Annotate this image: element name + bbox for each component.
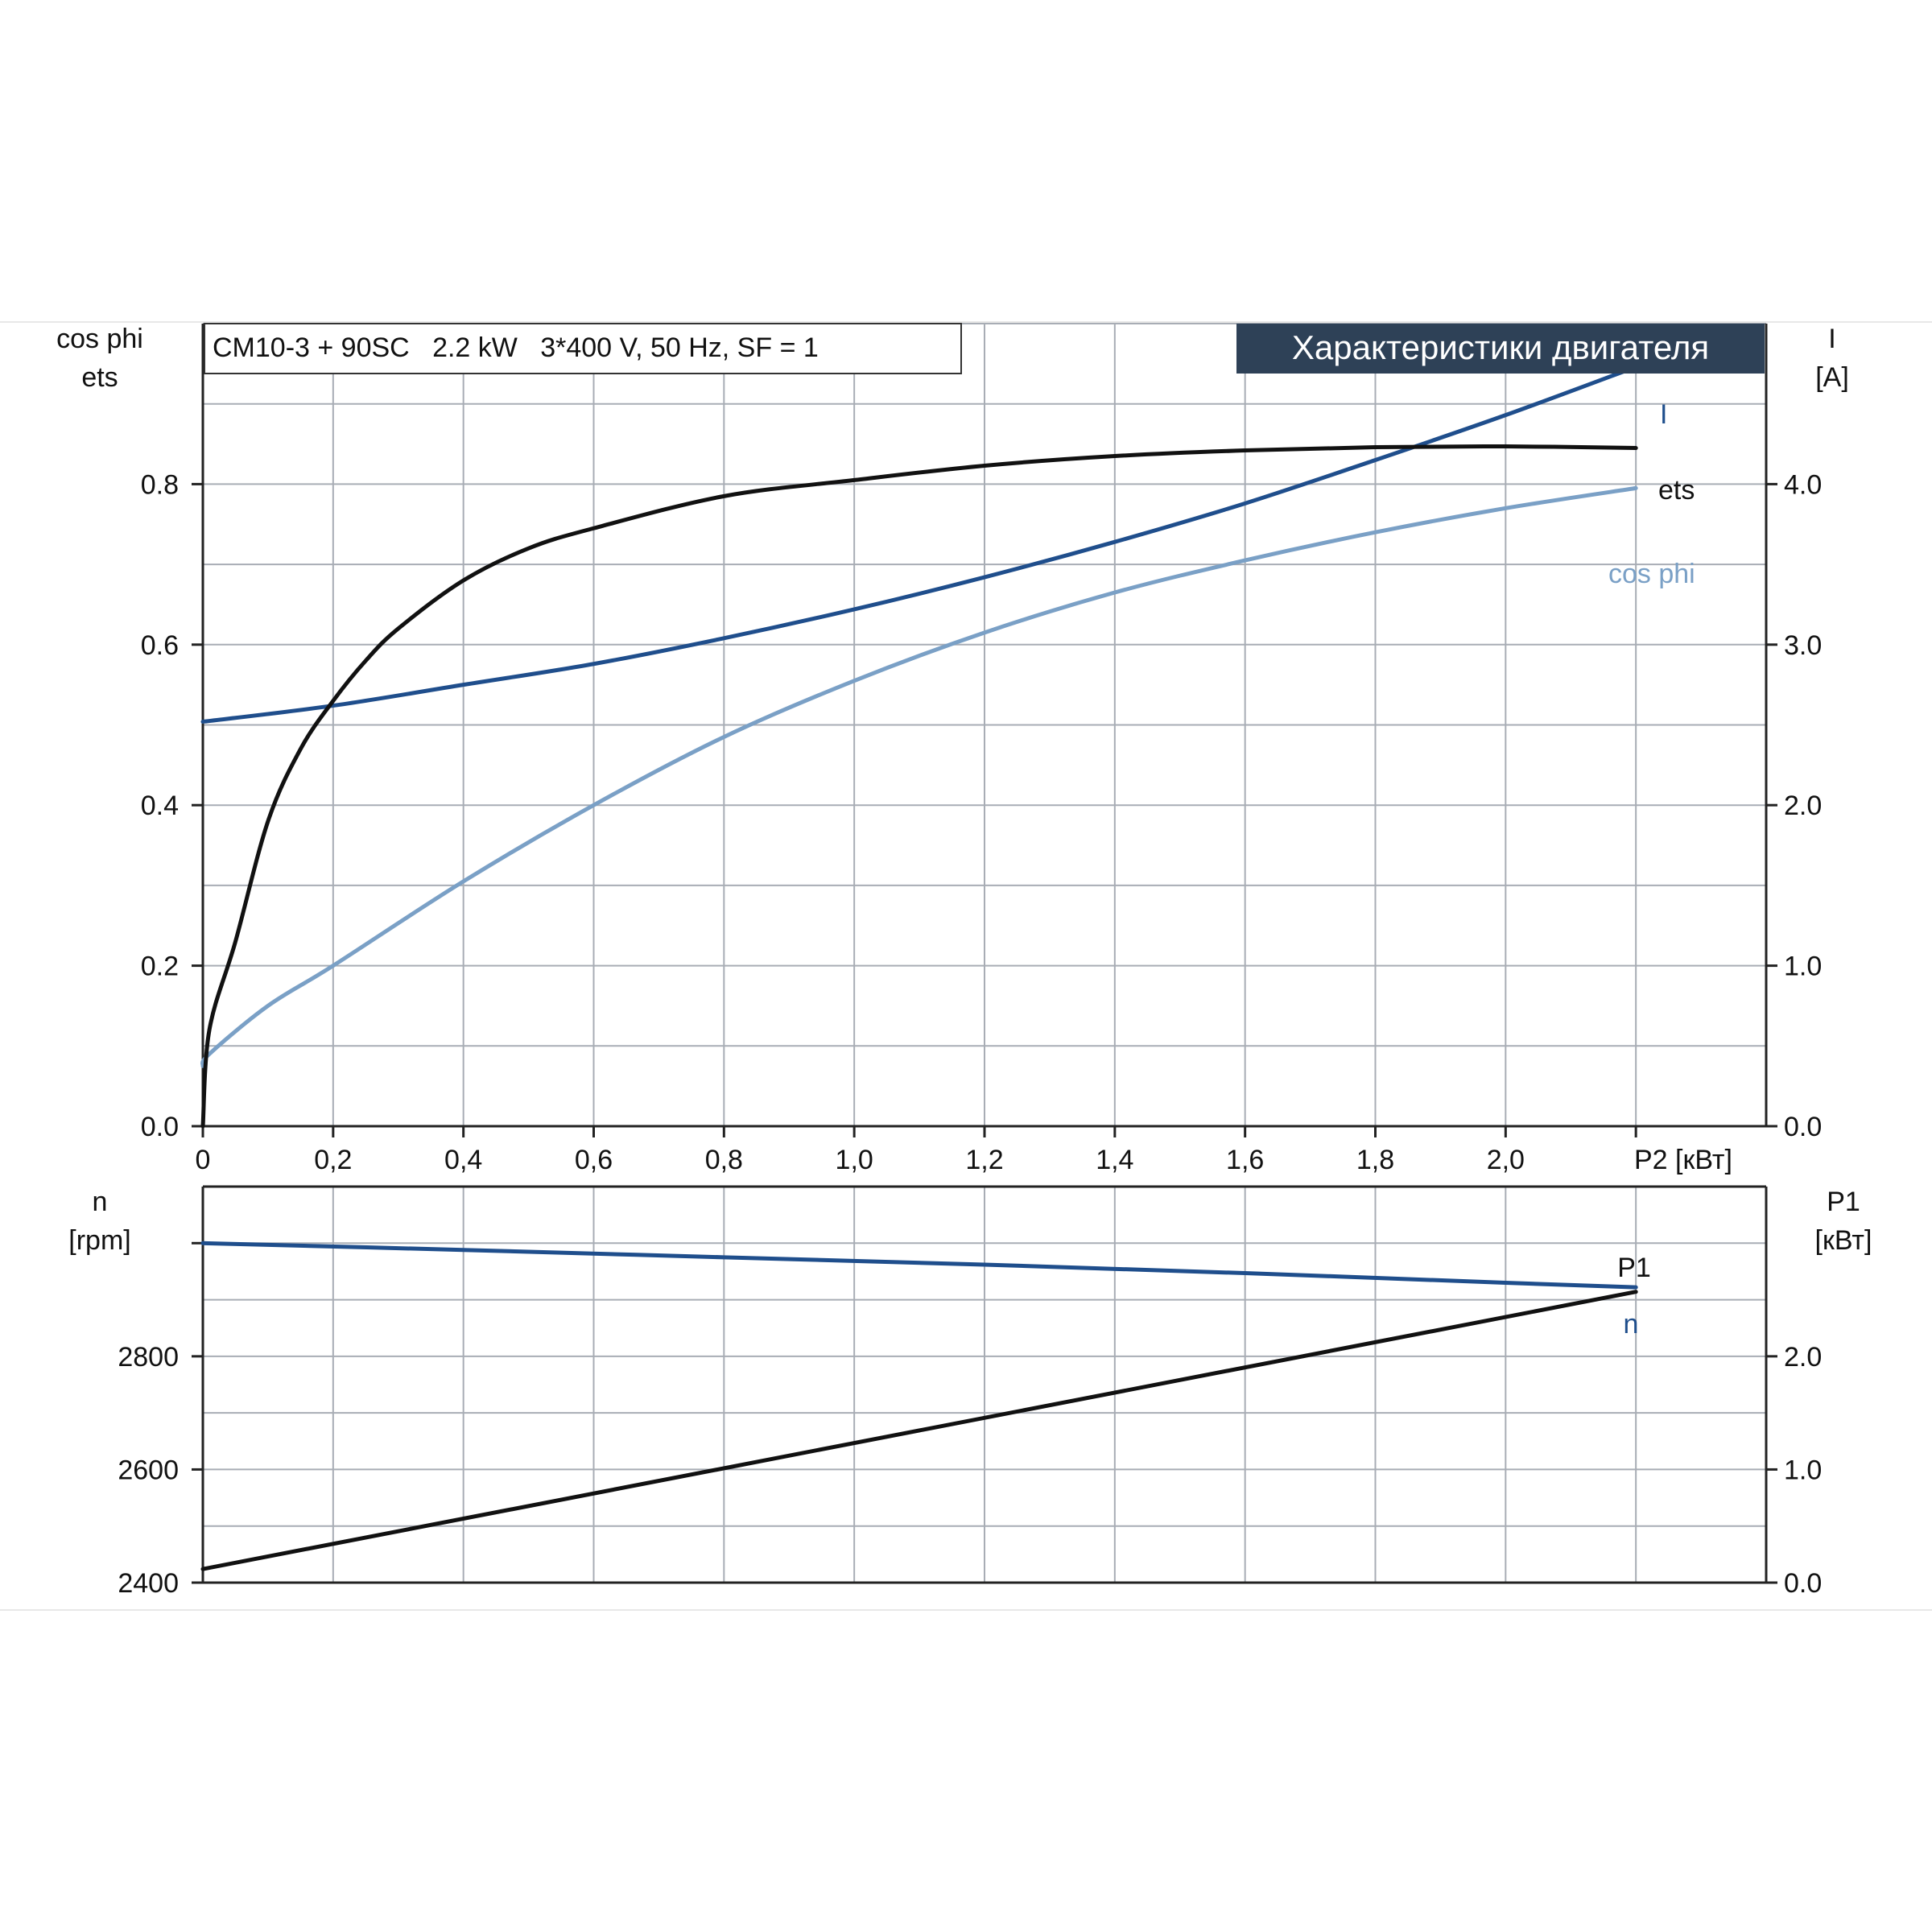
axes — [192, 324, 1777, 1584]
title-box: Характеристики двигателя — [1236, 324, 1765, 374]
x-tick-label: 1,6 — [1226, 1145, 1264, 1175]
bottom-right-tick-label: 0.0 — [1784, 1568, 1822, 1599]
right-axis-label-i: I — [1828, 324, 1835, 354]
x-tick-label: 1,8 — [1356, 1145, 1394, 1175]
x-tick-label: 1,0 — [836, 1145, 873, 1175]
top-plot-grid — [202, 323, 1766, 1126]
x-tick-label: 0,2 — [314, 1145, 352, 1175]
chart-subtitle: CM10-3 + 90SC 2.2 kW 3*400 V, 50 Hz, SF … — [213, 332, 819, 363]
series-label-n: n — [1624, 1309, 1639, 1340]
series-line-p1 — [200, 1290, 1638, 1571]
left-axis-label-cosphi: cos phi — [56, 324, 143, 354]
x-tick-label: 0,4 — [444, 1145, 482, 1175]
series-label-cosphi: cos phi — [1608, 559, 1695, 589]
x-tick-label: 0,8 — [705, 1145, 743, 1175]
series-line-ets — [200, 444, 1638, 1129]
left-tick-label: 0.8 — [141, 469, 179, 500]
bottom-left-tick-label: 2600 — [118, 1455, 179, 1485]
right-axis-label-a: [A] — [1815, 362, 1849, 393]
series-label-ets: ets — [1658, 475, 1695, 506]
series-line-i — [200, 365, 1638, 724]
left-tick-label: 0.6 — [141, 630, 179, 661]
x-tick-label: 0,6 — [575, 1145, 613, 1175]
series-lines — [200, 365, 1638, 1571]
bottom-right-axis-label-p1: P1 — [1827, 1187, 1860, 1217]
tick-labels: 0.0 0.2 0.4 0.6 0.8 0.0 1.0 2.0 3.0 4.0 0 0,2 0,4 0,6… — [118, 469, 1822, 1599]
bottom-right-axis-label-kw: [кВт] — [1815, 1225, 1872, 1256]
x-tick-label: 1,2 — [965, 1145, 1003, 1175]
x-tick-label: 2,0 — [1487, 1145, 1525, 1175]
series-label-i: I — [1660, 399, 1667, 430]
right-tick-label: 3.0 — [1784, 630, 1822, 661]
x-axis-label: P2 [кВт] — [1634, 1145, 1732, 1175]
right-tick-label: 0.0 — [1784, 1112, 1822, 1142]
x-tick-label: 1,4 — [1096, 1145, 1133, 1175]
bottom-left-axis-label-rpm: [rpm] — [68, 1225, 130, 1256]
subtitle-box: CM10-3 + 90SC 2.2 kW 3*400 V, 50 Hz, SF … — [204, 323, 962, 374]
left-tick-label: 0.0 — [141, 1112, 179, 1142]
left-tick-label: 0.2 — [141, 952, 179, 982]
series-line-n — [200, 1241, 1638, 1290]
right-tick-label: 2.0 — [1784, 791, 1822, 821]
bottom-left-tick-label: 2800 — [118, 1342, 179, 1373]
x-tick-label: 0 — [196, 1145, 211, 1175]
bottom-left-tick-label: 2400 — [118, 1568, 179, 1599]
right-tick-label: 1.0 — [1784, 952, 1822, 982]
series-line-cos-phi — [200, 485, 1638, 1068]
left-tick-label: 0.4 — [141, 791, 179, 821]
chart-title: Характеристики двигателя — [1292, 328, 1709, 366]
bottom-right-tick-label: 1.0 — [1784, 1455, 1822, 1485]
series-label-p1: P1 — [1617, 1253, 1651, 1283]
bottom-left-axis-label-n: n — [93, 1187, 108, 1217]
bottom-right-tick-label: 2.0 — [1784, 1342, 1822, 1373]
right-tick-label: 4.0 — [1784, 469, 1822, 500]
left-axis-label-ets: ets — [81, 362, 118, 393]
